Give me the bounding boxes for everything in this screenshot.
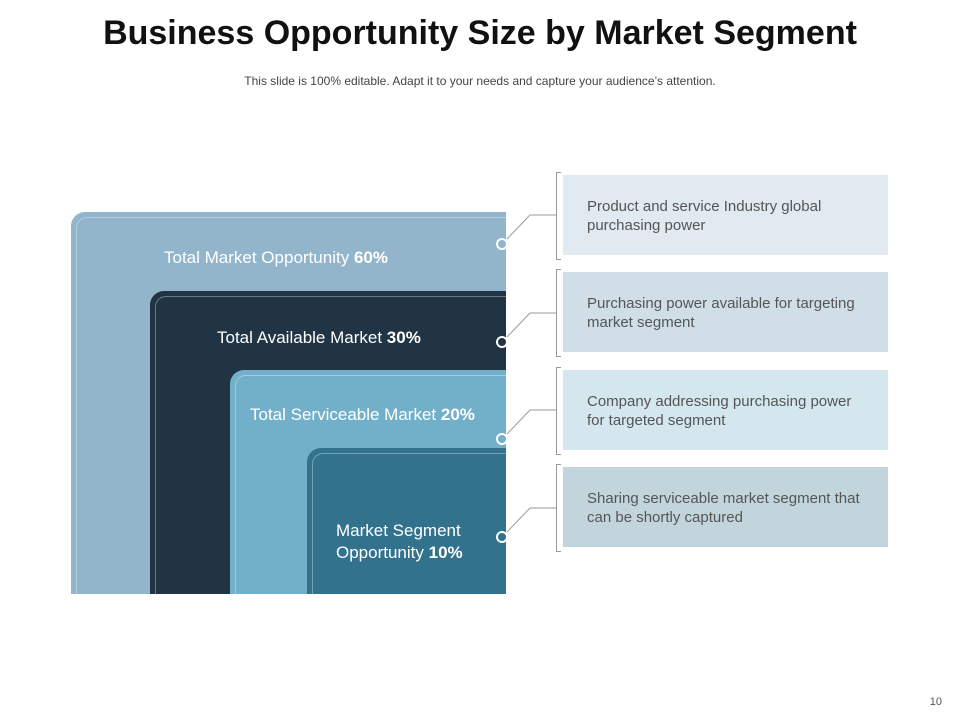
description-panel: Sharing serviceable market segment that … xyxy=(563,467,888,547)
connector-line xyxy=(506,214,557,240)
connector-dot xyxy=(496,336,508,348)
segment-label: Market Segment Opportunity 10% xyxy=(336,521,463,562)
connector-line xyxy=(506,409,557,435)
connector-dot xyxy=(496,238,508,250)
connector-line xyxy=(506,312,557,338)
bracket xyxy=(556,172,561,260)
description-panel: Company addressing purchasing power for … xyxy=(563,370,888,450)
subtitle: This slide is 100% editable. Adapt it to… xyxy=(244,74,716,88)
page-number: 10 xyxy=(929,696,942,708)
description-panel: Product and service Industry global purc… xyxy=(563,175,888,255)
segment-box-segment-opportunity xyxy=(307,448,506,594)
description-panel: Purchasing power available for targeting… xyxy=(563,272,888,352)
page-title: Business Opportunity Size by Market Segm… xyxy=(103,14,857,52)
connector-line xyxy=(506,507,557,533)
bracket xyxy=(556,269,561,357)
connector-dot xyxy=(496,433,508,445)
connector-dot xyxy=(496,531,508,543)
segment-label: Total Market Opportunity 60% xyxy=(164,248,388,267)
bracket xyxy=(556,464,561,552)
segment-label: Total Serviceable Market 20% xyxy=(250,405,475,424)
bracket xyxy=(556,367,561,455)
segment-label: Total Available Market 30% xyxy=(217,328,421,347)
